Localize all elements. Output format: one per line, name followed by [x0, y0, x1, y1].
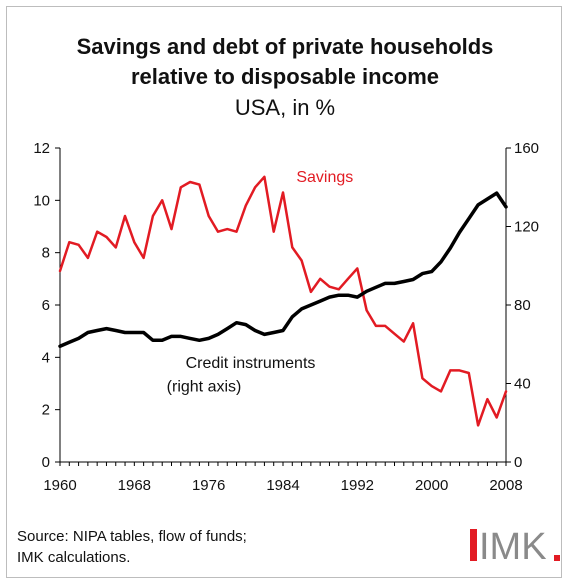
left-tick-label: 2: [42, 402, 50, 419]
x-tick-label: 2008: [489, 477, 522, 494]
chart-frame: [6, 6, 562, 578]
source-line1: Source: NIPA tables, flow of funds;: [17, 528, 247, 545]
logo-red-bar: [470, 529, 477, 561]
source-line2: IMK calculations.: [17, 549, 131, 566]
x-tick-label: 1976: [192, 477, 225, 494]
left-tick-label: 10: [33, 192, 50, 209]
left-tick-label: 6: [42, 297, 50, 314]
right-tick-label: 120: [514, 219, 539, 236]
savings-label: Savings: [296, 169, 353, 186]
x-tick-label: 1968: [118, 477, 151, 494]
credit-label-line2: (right axis): [167, 378, 242, 395]
left-tick-label: 0: [42, 454, 50, 471]
credit-label-line1: Credit instruments: [186, 355, 316, 372]
source-note: Source: NIPA tables, flow of funds; IMK …: [17, 526, 247, 568]
savings-line: [58, 175, 508, 427]
right-tick-label: 80: [514, 297, 531, 314]
x-tick-label: 2000: [415, 477, 448, 494]
right-tick-label: 0: [514, 454, 522, 471]
right-tick-label: 160: [514, 140, 539, 157]
right-tick-label: 40: [514, 376, 531, 393]
left-tick-label: 4: [42, 349, 50, 366]
logo-red-dot: [554, 555, 560, 561]
logo-text: IMK: [479, 526, 547, 565]
x-tick-label: 1992: [341, 477, 374, 494]
credit-instruments-line: [58, 191, 508, 348]
left-tick-label: 12: [33, 140, 50, 157]
chart-title-line1: Savings and debt of private households: [76, 34, 494, 59]
x-tick-label: 1984: [266, 477, 299, 494]
chart-title-line2: relative to disposable income: [130, 64, 440, 89]
chart-subtitle: USA, in %: [234, 95, 336, 120]
left-tick-label: 8: [42, 245, 50, 262]
imk-logo: IMK: [470, 526, 560, 565]
x-tick-label: 1960: [43, 477, 76, 494]
